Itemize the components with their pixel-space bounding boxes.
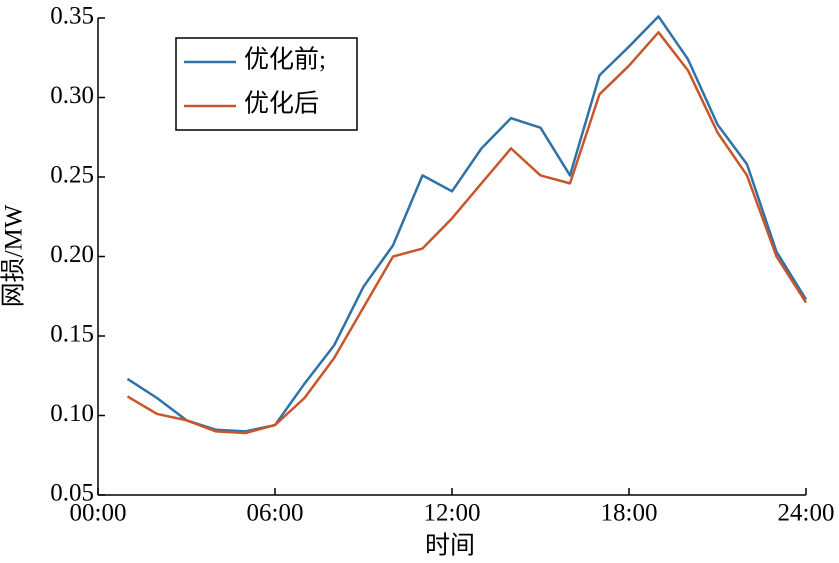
series-line [126, 31, 808, 435]
x-axis-label: 时间 [425, 532, 475, 560]
y-tick-label: 0.15 [50, 321, 94, 348]
x-tick-label: 24:00 [778, 500, 835, 527]
y-tick-label: 0.10 [50, 400, 94, 427]
y-tick-label: 0.20 [50, 241, 94, 268]
legend-box [175, 37, 358, 131]
x-tick-label: 06:00 [247, 500, 304, 527]
legend-label: 优化前; [244, 46, 326, 74]
x-tick-label: 18:00 [601, 500, 658, 527]
y-axis-label: 网损/MW [0, 204, 28, 307]
y-tick-label: 0.25 [50, 162, 94, 189]
y-tick-label: 0.05 [50, 480, 94, 507]
series-line [126, 15, 808, 433]
x-tick-label: 00:00 [70, 500, 127, 527]
legend-label: 优化后 [244, 90, 319, 118]
x-tick-label: 12:00 [424, 500, 481, 527]
y-tick-label: 0.30 [50, 82, 94, 109]
y-tick-label: 0.35 [50, 3, 94, 30]
